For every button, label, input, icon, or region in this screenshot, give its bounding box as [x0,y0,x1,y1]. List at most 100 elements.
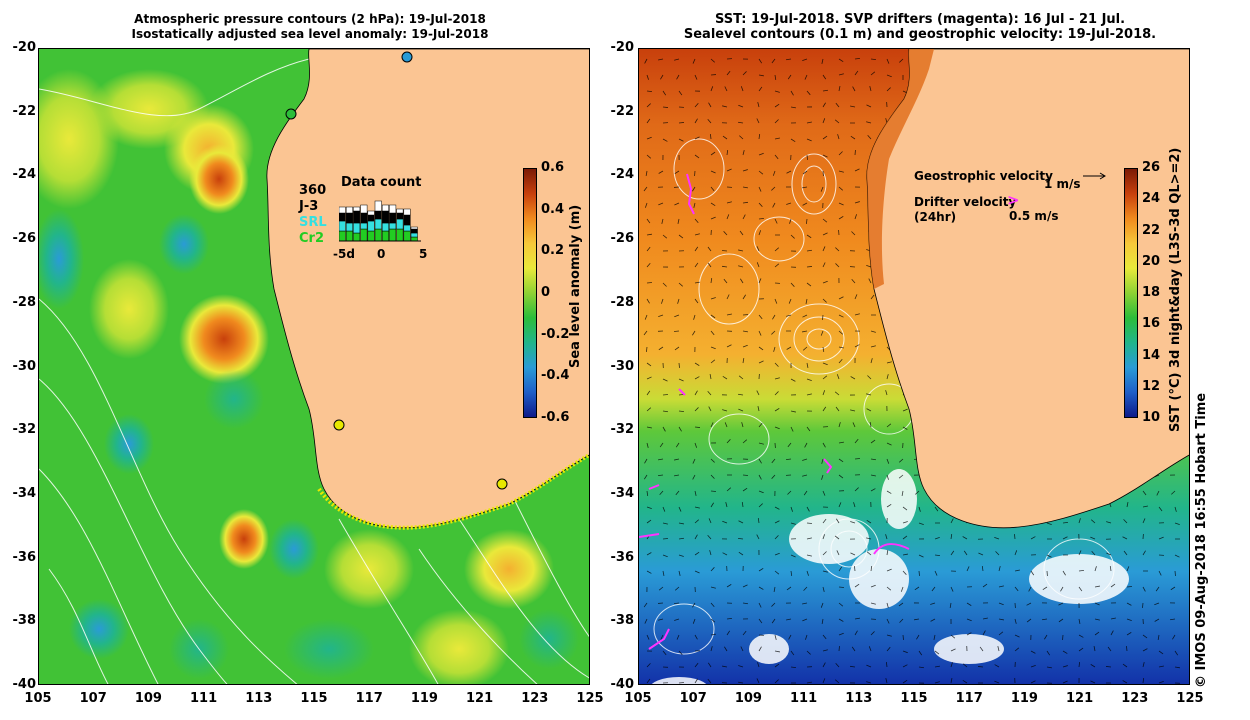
velocity-arrow [1126,586,1133,588]
sst-map[interactable]: Geostrophic velocity 1 m/s Drifter veloc… [638,48,1190,685]
velocity-arrow [822,262,826,268]
velocity-arrow [1090,664,1096,668]
tide-gauge-marker[interactable] [401,51,413,63]
velocity-arrow [1026,618,1032,623]
tide-gauge-marker[interactable] [496,478,508,490]
velocity-arrow [835,247,840,252]
velocity-arrow [785,458,792,460]
velocity-arrow [806,537,812,540]
tide-gauge-marker[interactable] [333,419,345,431]
velocity-arrow [868,278,872,284]
velocity-arrow [1106,552,1112,556]
colorbar-tick-label: 12 [1142,378,1161,394]
velocity-arrow [758,567,764,572]
velocity-arrow [866,264,872,268]
velocity-arrow [790,282,795,287]
velocity-arrow [850,135,856,140]
velocity-arrow [822,118,826,124]
velocity-arrow [1158,650,1164,655]
velocity-arrow [694,570,700,574]
velocity-arrow [822,390,826,396]
velocity-arrow [723,231,728,236]
lat-tick-label: -32 [610,422,635,438]
lon-tick-label: 107 [79,691,107,706]
velocity-arrow [870,58,877,61]
velocity-arrow [742,294,746,300]
velocity-arrow [722,375,728,380]
velocity-arrow [758,133,761,140]
data-count-bar-segment [353,210,361,224]
velocity-arrow [738,520,744,524]
velocity-arrow [785,58,792,61]
velocity-arrow [902,426,908,430]
velocity-arrow [694,426,701,428]
velocity-arrow [806,362,809,368]
data-count-bar-segment [381,210,389,224]
velocity-arrow [802,314,808,318]
data-count-bar-segment [353,206,361,212]
velocity-arrow [821,474,824,480]
velocity-arrow [726,584,732,588]
velocity-arrow [930,602,936,605]
drifter-track[interactable] [873,543,910,555]
velocity-arrow [915,490,920,495]
velocity-arrow [722,552,728,556]
velocity-arrow [673,602,680,604]
velocity-arrow [694,298,699,304]
velocity-arrow [758,458,762,464]
velocity-arrow [710,170,716,174]
velocity-arrow [1158,536,1164,540]
velocity-arrow [710,202,716,207]
data-count-bar-segment [381,204,389,212]
velocity-arrow [758,503,763,508]
velocity-arrow [692,618,696,624]
velocity-arrow [726,313,732,316]
sea-level-anomaly-map[interactable]: Data count 360 J-3 SRL Cr2 -5d 0 5 [38,48,590,685]
velocity-arrow [694,136,700,140]
velocity-arrow [646,246,651,252]
velocity-arrow [978,552,984,556]
velocity-arrow [694,551,700,556]
velocity-arrow [740,278,744,284]
velocity-arrow [758,152,764,156]
lat-tick-label: -28 [12,294,37,310]
velocity-arrow [1122,536,1128,540]
velocity-arrow [1126,502,1129,508]
velocity-arrow [1094,618,1100,621]
velocity-arrow [756,118,760,124]
velocity-arrow [899,58,904,63]
velocity-arrow [886,458,890,464]
velocity-arrow [738,665,744,668]
drifter-track[interactable] [648,628,670,650]
velocity-arrow [994,664,1000,668]
drifter-track[interactable] [686,173,695,215]
velocity-arrow [758,618,763,624]
data-count-bar-segment [360,212,368,224]
velocity-arrow [918,570,920,577]
colorbar-tick-label: 0.2 [541,243,565,259]
lat-tick-label: -24 [610,167,635,183]
drifter-track[interactable] [823,458,833,474]
velocity-arrow [1026,602,1032,606]
velocity-arrow [1060,586,1064,592]
velocity-arrow [806,522,813,524]
velocity-arrow [869,422,872,428]
tide-gauge-marker[interactable] [285,108,297,120]
velocity-arrow [774,426,780,430]
velocity-arrow [1030,536,1036,540]
velocity-arrow [867,135,872,140]
velocity-arrow [838,202,844,206]
velocity-arrow [646,154,652,159]
drifter-track[interactable] [639,533,660,538]
velocity-arrow [742,358,745,364]
velocity-arrow [758,360,764,364]
velocity-arrow [1091,550,1096,556]
data-count-series-srl: SRL [299,215,327,230]
drifter-track[interactable] [678,388,686,396]
velocity-arrow [898,458,904,463]
velocity-arrow [692,458,696,464]
velocity-arrow [950,678,953,684]
drifter-track[interactable] [648,484,660,490]
velocity-arrow [662,426,666,432]
velocity-arrow [737,537,744,540]
